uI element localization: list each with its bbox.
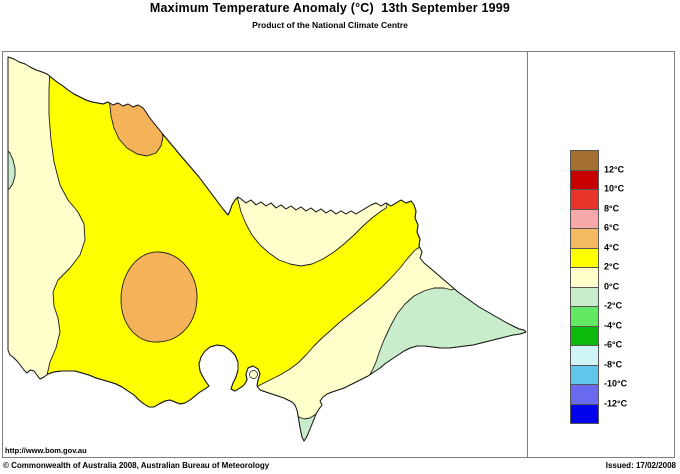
legend-label-8C: 8°C [604, 203, 620, 213]
legend-swatch-0 [571, 151, 598, 171]
state-victoria-outline [7, 56, 527, 442]
legend-swatch-stack [570, 150, 599, 424]
page-title: Maximum Temperature Anomaly (°C) 13th Se… [149, 1, 511, 15]
legend-swatch-13 [571, 404, 598, 423]
legend-label-6C: 6°C [604, 222, 620, 233]
copyright-text: © Commonwealth of Australia 2008, Austra… [3, 461, 270, 470]
legend-label--2C: -2°C [604, 300, 623, 311]
legend-label--12C: -12°C [604, 398, 628, 408]
map-frame [2, 51, 675, 458]
legend-swatch-12 [571, 385, 598, 405]
region-central-4to6 [120, 251, 198, 343]
legend-label--4C: -4°C [604, 320, 623, 330]
legend-label-0C: 0°C [604, 281, 620, 291]
legend-swatch-7 [571, 287, 598, 307]
legend-swatch-5 [571, 248, 598, 268]
legend-label-4C: 4°C [604, 242, 620, 252]
legend-swatch-2 [571, 190, 598, 210]
page-subtitle: Product of the National Climate Centre [252, 20, 408, 30]
legend-swatch-11 [571, 365, 598, 385]
legend-label-12C: 12°C [604, 164, 625, 174]
legend-label-2C: 2°C [604, 261, 620, 272]
legend-swatch-9 [571, 326, 598, 346]
legend-swatch-6 [571, 268, 598, 288]
legend-swatch-10 [571, 346, 598, 366]
region-westborder-neg2to0 [8, 147, 16, 193]
bom-url: http://www.bom.gov.au [5, 446, 87, 455]
legend-swatch-4 [571, 229, 598, 249]
legend-swatch-8 [571, 307, 598, 327]
legend-swatch-1 [571, 170, 598, 190]
legend-swatch-3 [571, 209, 598, 229]
legend-label--10C: -10°C [604, 378, 628, 389]
legend-label--6C: -6°C [604, 339, 623, 350]
legend-label--8C: -8°C [604, 359, 623, 369]
legend-divider-line [527, 51, 528, 458]
issued-date: Issued: 17/02/2008 [605, 461, 676, 470]
legend-label-10C: 10°C [604, 183, 625, 194]
french-island [249, 370, 258, 379]
